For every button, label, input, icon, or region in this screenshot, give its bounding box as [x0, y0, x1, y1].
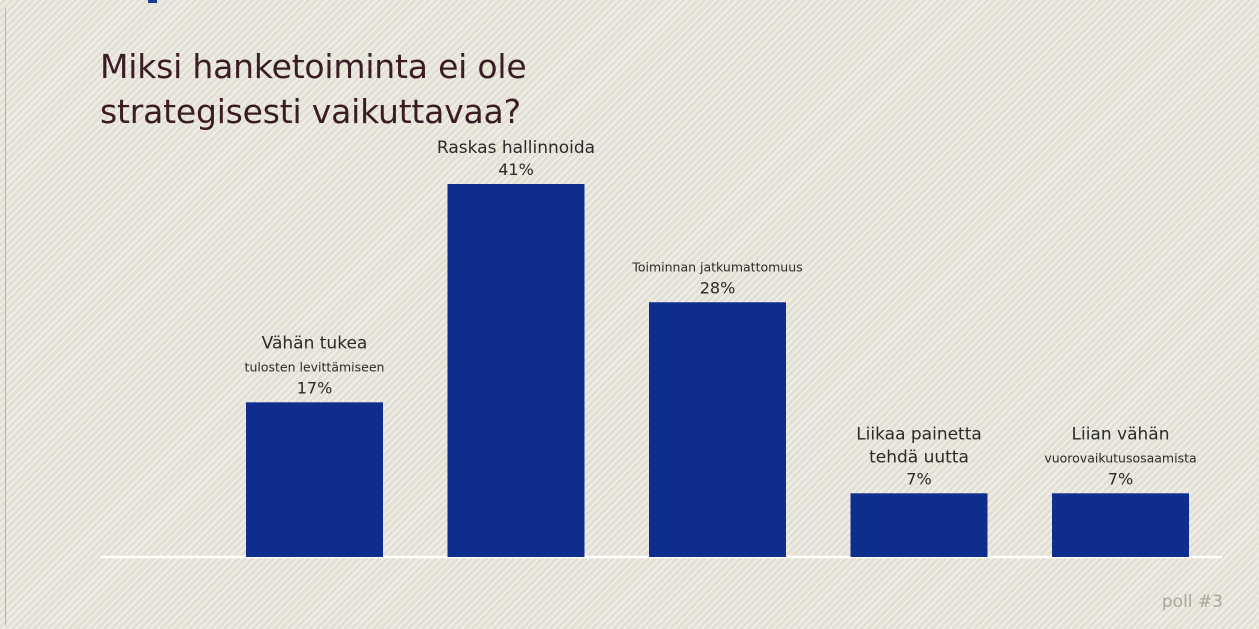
value-label-4: 7%	[906, 469, 931, 488]
category-label-2-line-1: Raskas hallinnoida	[437, 138, 595, 158]
category-label-5-line-1: Liian vähän	[1072, 424, 1170, 444]
bar-1	[246, 402, 383, 557]
value-label-3: 28%	[700, 278, 736, 297]
value-label-1: 17%	[297, 378, 333, 397]
bar-5	[1052, 493, 1189, 557]
category-label-4-line-1: Liikaa painetta	[856, 424, 982, 444]
bar-3	[649, 302, 786, 557]
chart-title: Miksi hanketoiminta ei ole strategisesti…	[100, 44, 800, 134]
value-label-2: 41%	[498, 160, 534, 179]
poll-tag: poll #3	[1161, 592, 1223, 612]
bar-2	[447, 184, 585, 557]
title-line-2: strategisesti vaikuttavaa?	[100, 92, 521, 131]
title-line-1: Miksi hanketoiminta ei ole	[100, 47, 527, 86]
corner-mark	[148, 0, 157, 3]
bar-4	[850, 493, 988, 557]
category-label-5-line-2: vuorovaikutusosaamista	[1044, 450, 1196, 465]
left-border-line	[5, 8, 6, 625]
category-label-3-line-1: Toiminnan jatkumattomuus	[631, 259, 802, 274]
category-label-4-line-2: tehdä uutta	[869, 447, 969, 467]
category-label-1-line-1: Vähän tukea	[262, 333, 368, 353]
category-label-1-line-2: tulosten levittämiseen	[245, 359, 385, 374]
value-label-5: 7%	[1108, 469, 1133, 488]
